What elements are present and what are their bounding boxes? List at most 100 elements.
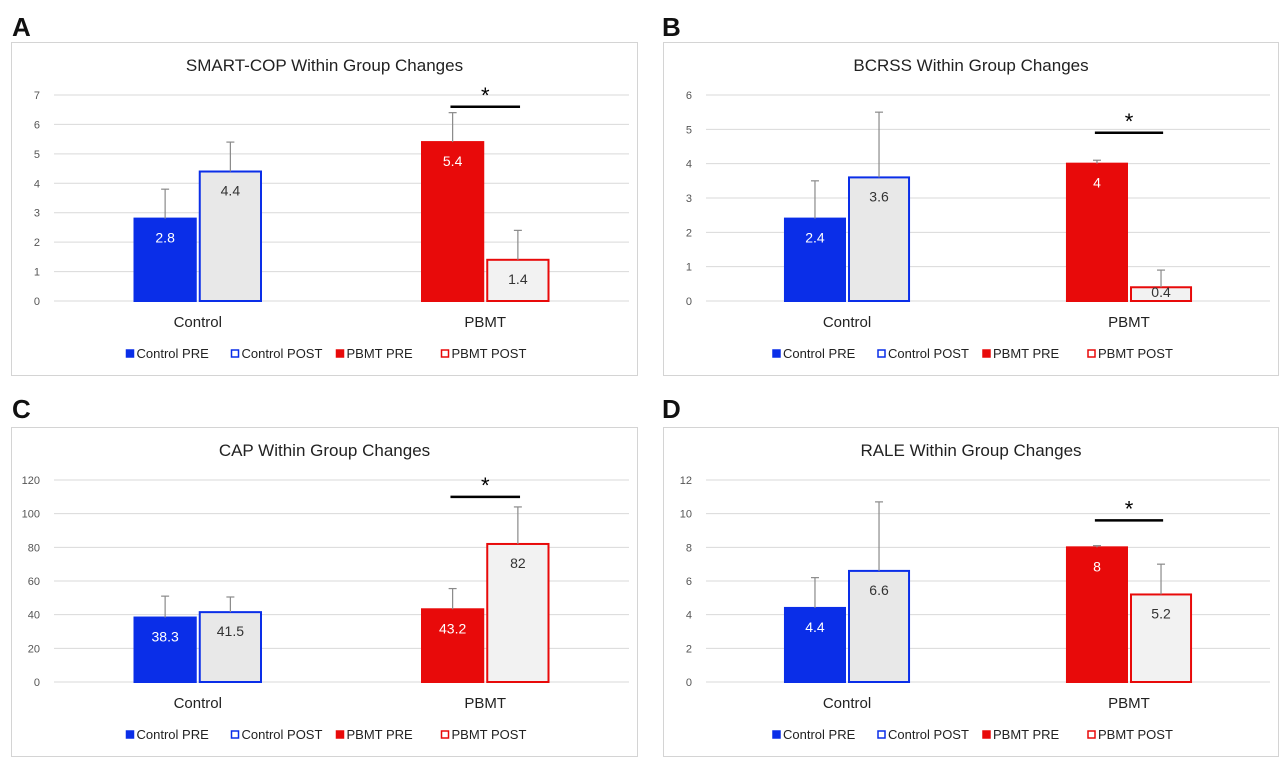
y-tick-label: 4 [34,178,40,190]
significance-star: * [481,83,490,108]
y-tick-label: 60 [28,576,40,588]
bar-control-pre [133,217,197,303]
legend-label-control-post: Control POST [242,346,323,361]
data-label-control-post: 6.6 [869,582,889,598]
legend-swatch-control-pre [772,730,781,739]
legend-label-control-pre: Control PRE [137,727,210,742]
bar-control-pre [783,606,846,683]
panel-letter-b: B [662,12,681,42]
category-label-control: Control [174,314,222,331]
y-tick-label: 8 [686,542,692,554]
chart-svg-smart-cop: SMART-COP Within Group Changes 0 1 2 3 4 5 6 7 Co… [34,56,629,361]
data-label-pbmt-pre: 4 [1093,175,1101,191]
legend-label-pbmt-pre: PBMT PRE [347,727,414,742]
y-tick-label: 12 [680,475,692,487]
legend-label-pbmt-pre: PBMT PRE [347,346,414,361]
bar-pbmt-pre [1065,546,1128,684]
y-tick-label: 2 [34,237,40,249]
data-label-control-post: 41.5 [217,623,244,639]
bar-pbmt-post [1130,593,1193,683]
category-label-pbmt: PBMT [1108,314,1150,331]
panel-letter-c: C [12,394,31,424]
legend-label-pbmt-post: PBMT POST [1098,346,1173,361]
bar-control-pre [133,616,197,683]
data-label-pbmt-post: 0.4 [1151,284,1171,300]
chart-svg-cap: CAP Within Group Changes 0 20 40 60 80 100 120 C… [22,441,629,742]
legend-label-pbmt-post: PBMT POST [452,727,527,742]
y-tick-label: 4 [686,159,692,171]
chart-title: CAP Within Group Changes [219,441,430,460]
bar-control-post [848,176,911,302]
panel-letter-a: A [12,12,31,42]
y-tick-label: 0 [34,677,40,689]
y-tick-label: 100 [22,509,40,521]
legend-swatch-control-pre [772,349,781,358]
y-tick-label: 40 [28,610,40,622]
data-label-pbmt-pre: 43.2 [439,620,466,636]
bar-pbmt-post [486,258,550,303]
y-tick-label: 80 [28,542,40,554]
y-tick-label: 0 [34,296,40,308]
legend-swatch-pbmt-pre [335,730,345,739]
legend-swatch-pbmt-post [440,730,450,739]
bar-pbmt-post [486,542,550,684]
y-tick-label: 6 [686,90,692,102]
significance-star: * [481,473,490,498]
legend-swatch-pbmt-post [440,349,450,358]
y-tick-label: 5 [34,149,40,161]
category-label-control: Control [823,314,871,331]
legend-label-control-pre: Control PRE [783,727,856,742]
legend-label-control-post: Control POST [888,346,969,361]
legend-label-pbmt-pre: PBMT PRE [993,727,1060,742]
y-tick-label: 3 [686,193,692,205]
y-tick-label: 120 [22,475,40,487]
category-label-control: Control [823,695,871,712]
data-label-pbmt-post: 5.2 [1151,605,1171,621]
legend-swatch-control-post [230,730,240,739]
data-label-control-pre: 2.4 [805,230,825,246]
legend-swatch-pbmt-pre [982,349,991,358]
bar-control-post [848,569,911,683]
category-label-control: Control [174,695,222,712]
chart-svg-bcrss: BCRSS Within Group Changes 0 1 2 3 4 5 6 Control… [686,56,1270,361]
chart-title: BCRSS Within Group Changes [853,56,1088,75]
category-label-pbmt: PBMT [464,314,506,331]
legend-label-pbmt-post: PBMT POST [1098,727,1173,742]
legend-swatch-pbmt-post [1087,730,1096,739]
y-tick-label: 0 [686,677,692,689]
y-tick-label: 1 [686,262,692,274]
chart-panel-bcrss: BCRSS Within Group Changes 0 1 2 3 4 5 6 Control… [663,42,1279,376]
legend-label-control-post: Control POST [888,727,969,742]
y-tick-label: 0 [686,296,692,308]
chart-panel-cap: CAP Within Group Changes 0 20 40 60 80 100 120 C… [11,427,638,757]
legend-label-control-post: Control POST [242,727,323,742]
chart-title: RALE Within Group Changes [860,441,1081,460]
category-label-pbmt: PBMT [464,695,506,712]
data-label-pbmt-pre: 8 [1093,558,1101,574]
y-tick-label: 20 [28,643,40,655]
data-label-pbmt-pre: 5.4 [443,153,463,169]
legend-swatch-control-post [230,349,240,358]
y-tick-label: 2 [686,643,692,655]
bar-pbmt-pre [421,608,485,683]
legend-swatch-control-post [877,349,886,358]
y-tick-label: 3 [34,208,40,220]
legend-label-control-pre: Control PRE [783,346,856,361]
legend-swatch-pbmt-post [1087,349,1096,358]
bar-pbmt-pre [421,141,485,303]
legend-label-control-pre: Control PRE [137,346,210,361]
bar-pbmt-pre [1065,162,1128,302]
legend-swatch-control-pre [125,730,135,739]
chart-title: SMART-COP Within Group Changes [186,56,463,75]
y-tick-label: 5 [686,124,692,136]
panel-letter-d: D [662,394,681,424]
data-label-control-post: 3.6 [869,188,889,204]
y-tick-label: 6 [686,576,692,588]
significance-star: * [1125,496,1134,521]
data-label-pbmt-post: 1.4 [508,271,528,287]
y-tick-label: 4 [686,610,692,622]
legend-swatch-pbmt-pre [982,730,991,739]
significance-star: * [1125,109,1134,134]
y-tick-label: 10 [680,509,692,521]
category-label-pbmt: PBMT [1108,695,1150,712]
